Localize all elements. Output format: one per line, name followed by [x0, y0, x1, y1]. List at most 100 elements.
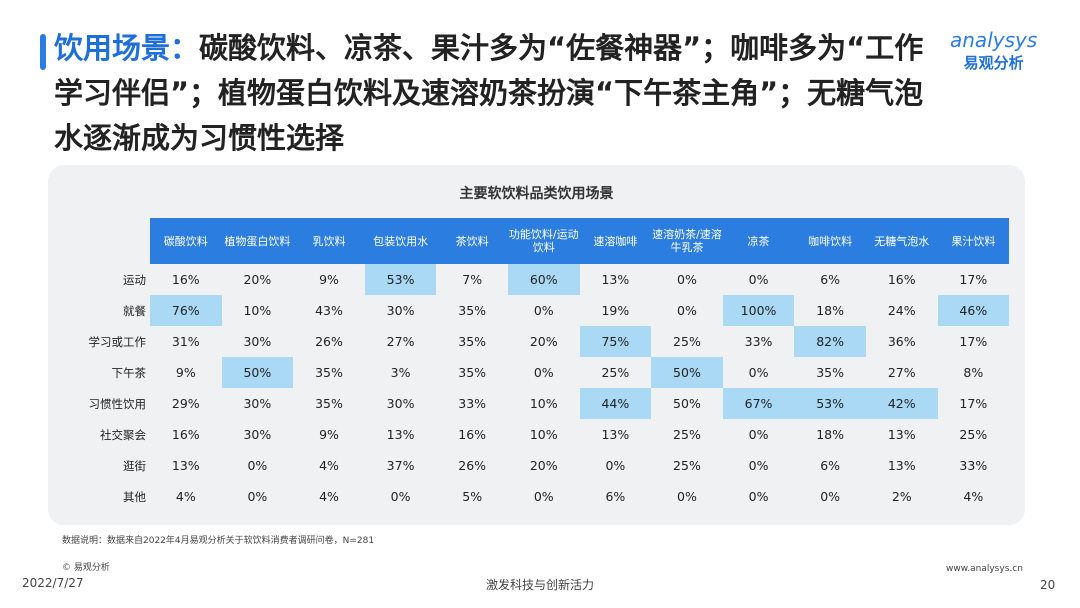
cell: 6%	[605, 489, 626, 504]
cell: 0%	[748, 427, 769, 442]
cell: 0%	[533, 365, 554, 380]
table-row: 学习或工作 31% 30% 26% 27% 35% 20% 75% 25% 33% 82% 36% 17…	[58, 326, 1009, 357]
cell: 33%	[744, 334, 773, 349]
cell: 50%	[651, 357, 723, 388]
cell: 75%	[579, 326, 652, 357]
column-header: 包装饮用水	[364, 218, 437, 264]
cell: 13%	[601, 272, 630, 287]
corner-cell	[58, 218, 150, 264]
table-row: 社交聚会 16% 30% 9% 13% 16% 10% 13% 25% 0% 18% 13% 25%	[58, 419, 1009, 450]
row-label: 逛街	[123, 458, 146, 473]
cell: 13%	[887, 458, 916, 473]
column-header: 无糖气泡水	[865, 218, 938, 264]
cell: 19%	[601, 303, 630, 318]
data-table: 碳酸饮料 植物蛋白饮料 乳饮料 包装饮用水 茶饮料 功能饮料/运动饮料 速溶咖啡 速溶奶茶/速…	[58, 218, 1010, 512]
row-label: 习惯性饮用	[88, 396, 147, 411]
cell: 46%	[937, 295, 1010, 326]
table-card: 主要软饮料品类饮用场景 碳酸饮料 植物蛋白饮料 乳饮料 包装饮用水 茶饮料 功能饮料/运动…	[48, 165, 1025, 525]
cell: 13%	[171, 458, 200, 473]
column-header: 速溶咖啡	[579, 218, 652, 264]
cell: 20%	[243, 272, 272, 287]
row-label: 社交聚会	[100, 427, 146, 442]
cell: 16%	[171, 427, 200, 442]
table-row: 就餐 76% 10% 43% 30% 35% 0% 19% 0% 100% 18% 24% 46%	[58, 295, 1010, 326]
cell: 50%	[221, 357, 294, 388]
title-text: 碳酸饮料、凉茶、果汁多为“佐餐神器”；咖啡多为“工作学习伴侣”；植物蛋白饮料及速…	[54, 31, 924, 155]
row-label: 就餐	[123, 303, 146, 318]
column-header: 植物蛋白饮料	[221, 218, 294, 264]
cell: 9%	[319, 427, 339, 442]
cell: 50%	[673, 396, 701, 411]
cell: 35%	[458, 334, 487, 349]
cell: 100%	[722, 295, 795, 326]
cell: 30%	[243, 427, 272, 442]
column-header: 咖啡饮料	[794, 218, 866, 264]
cell: 44%	[579, 388, 652, 419]
cell: 3%	[390, 365, 411, 380]
cell: 0%	[247, 458, 268, 473]
cell: 35%	[458, 303, 487, 318]
cell: 7%	[462, 272, 483, 287]
cell: 10%	[529, 427, 558, 442]
cell: 42%	[865, 388, 938, 419]
column-header: 茶饮料	[436, 218, 508, 264]
cell: 0%	[677, 303, 697, 318]
cell: 18%	[816, 427, 845, 442]
slogan: 激发科技与创新活力	[485, 578, 594, 592]
cell: 26%	[315, 334, 343, 349]
column-header: 功能饮料/运动饮料	[507, 218, 580, 264]
cell: 0%	[748, 458, 769, 473]
cell: 0%	[820, 489, 841, 504]
logo-cn: 易观分析	[963, 54, 1024, 72]
cell: 27%	[887, 365, 916, 380]
table-row: 运动 16% 20% 9% 53% 7% 60% 13% 0% 0% 6% 16% 17%	[58, 264, 1009, 295]
column-header: 果汁饮料	[937, 218, 1010, 264]
cell: 30%	[386, 396, 415, 411]
cell: 2%	[891, 489, 912, 504]
cell: 33%	[458, 396, 487, 411]
cell: 25%	[673, 458, 701, 473]
cell: 25%	[673, 334, 701, 349]
row-label: 其他	[123, 489, 146, 504]
cell: 30%	[243, 334, 272, 349]
cell: 25%	[959, 427, 988, 442]
row-label: 学习或工作	[88, 334, 147, 349]
cell: 76%	[150, 295, 222, 326]
copyright: © 易观分析	[62, 563, 110, 573]
cell: 10%	[529, 396, 558, 411]
cell: 30%	[243, 396, 272, 411]
table-row: 其他 4% 0% 4% 0% 5% 0% 6% 0% 0% 0% 2% 4%	[58, 481, 1009, 512]
cell: 0%	[390, 489, 411, 504]
cell: 0%	[605, 458, 626, 473]
cell: 4%	[963, 489, 984, 504]
cell: 9%	[175, 365, 196, 380]
table-row: 习惯性饮用 29% 30% 35% 30% 33% 10% 44% 50% 67% 53% 42% 17…	[58, 388, 1009, 419]
cell: 0%	[533, 303, 554, 318]
cell: 60%	[507, 264, 580, 295]
cell: 27%	[386, 334, 415, 349]
table-title: 主要软饮料品类饮用场景	[459, 186, 614, 202]
cell: 35%	[816, 365, 845, 380]
cell: 36%	[887, 334, 916, 349]
cell: 13%	[386, 427, 415, 442]
cell: 35%	[315, 365, 343, 380]
logo-en: analysys	[950, 28, 1038, 52]
cell: 6%	[820, 458, 841, 473]
logo: analysys 易观分析	[950, 28, 1037, 73]
cell: 53%	[794, 388, 866, 419]
cell: 29%	[171, 396, 200, 411]
cell: 4%	[175, 489, 196, 504]
row-label: 下午茶	[111, 365, 147, 380]
cell: 43%	[315, 303, 343, 318]
cell: 9%	[319, 272, 339, 287]
header-row: 碳酸饮料 植物蛋白饮料 乳饮料 包装饮用水 茶饮料 功能饮料/运动饮料 速溶咖啡 速溶奶茶/速…	[58, 218, 1010, 264]
cell: 17%	[959, 272, 988, 287]
cell: 5%	[462, 489, 483, 504]
cell: 20%	[529, 458, 558, 473]
cell: 17%	[959, 396, 988, 411]
cell: 0%	[533, 489, 554, 504]
cell: 10%	[243, 303, 272, 318]
cell: 13%	[601, 427, 630, 442]
cell: 0%	[677, 489, 697, 504]
